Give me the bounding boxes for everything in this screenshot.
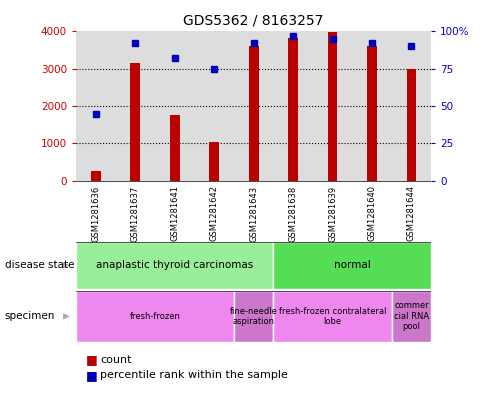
Text: ■: ■ bbox=[86, 369, 98, 382]
Bar bbox=[407, 69, 416, 181]
Text: GSM1281641: GSM1281641 bbox=[170, 185, 179, 241]
Text: commer
cial RNA
pool: commer cial RNA pool bbox=[394, 301, 429, 331]
Bar bbox=[273, 242, 431, 289]
Text: GSM1281640: GSM1281640 bbox=[368, 185, 376, 241]
Bar bbox=[76, 291, 234, 342]
Bar bbox=[367, 46, 377, 181]
Text: normal: normal bbox=[334, 260, 370, 270]
Text: disease state: disease state bbox=[5, 260, 74, 270]
Text: GSM1281638: GSM1281638 bbox=[289, 185, 297, 242]
Text: GSM1281639: GSM1281639 bbox=[328, 185, 337, 242]
Bar bbox=[170, 116, 179, 181]
Text: anaplastic thyroid carcinomas: anaplastic thyroid carcinomas bbox=[96, 260, 253, 270]
Text: GSM1281643: GSM1281643 bbox=[249, 185, 258, 242]
Text: percentile rank within the sample: percentile rank within the sample bbox=[100, 370, 288, 380]
Bar bbox=[273, 291, 392, 342]
Text: GSM1281642: GSM1281642 bbox=[210, 185, 219, 241]
Text: GSM1281636: GSM1281636 bbox=[91, 185, 100, 242]
Bar bbox=[76, 242, 273, 289]
Text: specimen: specimen bbox=[5, 311, 55, 321]
Title: GDS5362 / 8163257: GDS5362 / 8163257 bbox=[183, 13, 324, 28]
Bar bbox=[328, 32, 338, 181]
Bar bbox=[234, 291, 273, 342]
Bar bbox=[130, 63, 140, 181]
Text: fresh-frozen contralateral
lobe: fresh-frozen contralateral lobe bbox=[279, 307, 386, 326]
Bar bbox=[209, 142, 219, 181]
Text: fresh-frozen: fresh-frozen bbox=[129, 312, 180, 321]
Bar bbox=[248, 46, 259, 181]
Bar bbox=[288, 38, 298, 181]
Bar bbox=[392, 291, 431, 342]
Bar bbox=[91, 171, 100, 181]
Text: ■: ■ bbox=[86, 353, 98, 366]
Text: GSM1281637: GSM1281637 bbox=[131, 185, 140, 242]
Text: fine-needle
aspiration: fine-needle aspiration bbox=[230, 307, 277, 326]
Text: count: count bbox=[100, 354, 132, 365]
Text: GSM1281644: GSM1281644 bbox=[407, 185, 416, 241]
